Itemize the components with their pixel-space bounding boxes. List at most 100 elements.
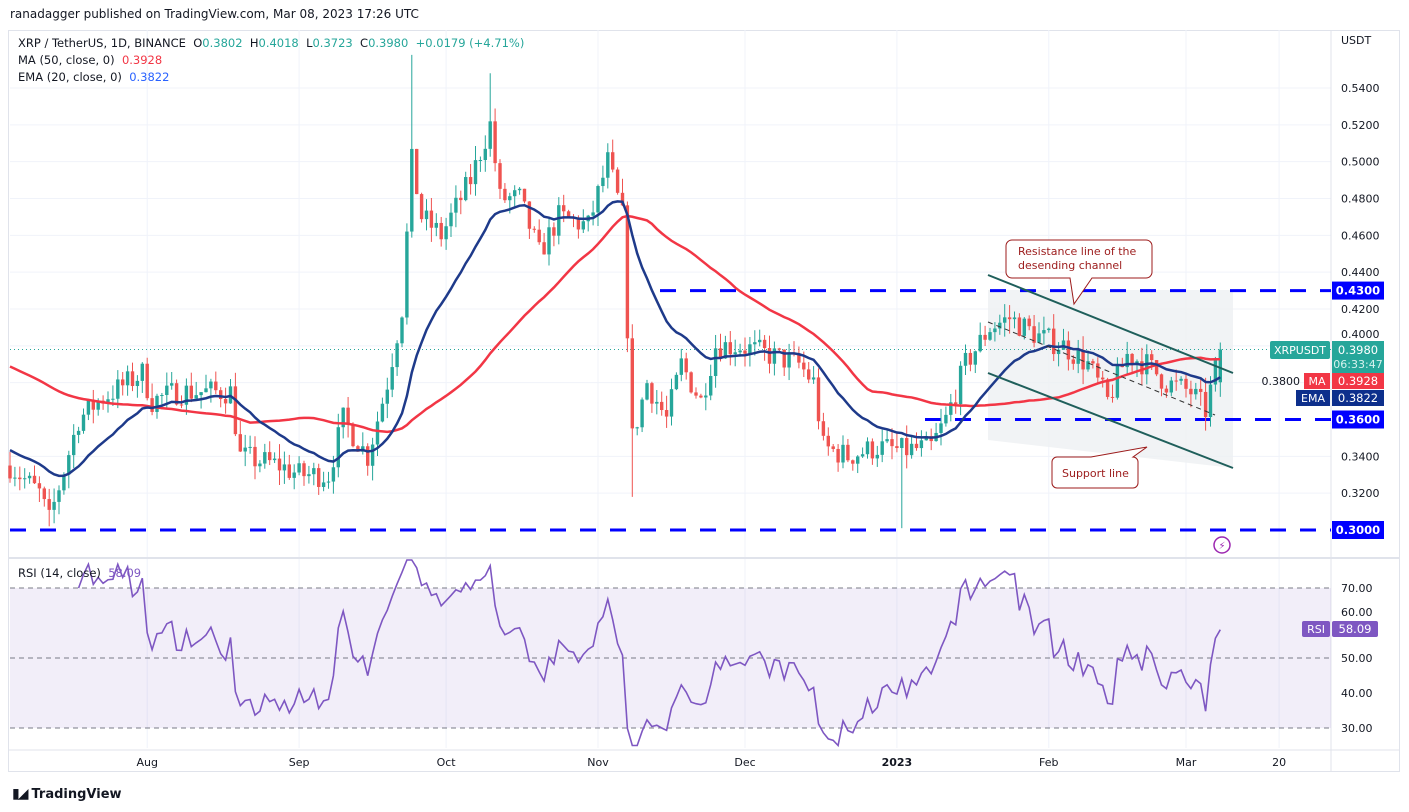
candle-body (1203, 391, 1208, 418)
candle-body (464, 177, 468, 201)
candle-body (184, 385, 189, 405)
level-price-label: 0.3000 (1336, 523, 1380, 537)
level-price-label: 0.4300 (1336, 284, 1380, 298)
publisher-caption: ranadagger published on TradingView.com,… (10, 7, 419, 21)
candle-body (669, 389, 674, 417)
candle-body (1012, 317, 1017, 320)
candle-body (723, 342, 728, 359)
candle-body (424, 210, 429, 220)
time-axis-tick: 2023 (882, 756, 913, 769)
candle-body (1125, 353, 1129, 368)
candle-body (282, 464, 287, 471)
candle-body (415, 148, 419, 195)
candle-body (973, 351, 977, 365)
candle-body (307, 474, 311, 477)
candle-body (390, 367, 394, 390)
candle-body (194, 395, 198, 399)
ema-legend[interactable]: EMA (20, close, 0) 0.3822 (18, 69, 524, 86)
candle-body (1213, 359, 1218, 385)
candle-body (37, 483, 42, 489)
candle-body (57, 490, 61, 502)
candle-body (1179, 378, 1183, 381)
candle-body (312, 468, 316, 475)
candle-body (493, 121, 497, 164)
candle-body (1066, 340, 1071, 360)
symbol-tag (1270, 341, 1330, 359)
candle-body (988, 332, 992, 340)
candle-body (674, 374, 679, 390)
candle-body (321, 482, 326, 487)
rsi-value-tag (1332, 621, 1378, 637)
tradingview-logo[interactable]: ▮◢ TradingView (12, 786, 122, 802)
candle-body (1022, 318, 1026, 336)
candle-body (704, 395, 708, 398)
close-value: 0.3980 (368, 36, 409, 50)
candle-body (1105, 379, 1110, 397)
candle-body (611, 152, 615, 170)
candle-body (366, 446, 370, 466)
candle-body (130, 371, 135, 387)
candle-body (826, 435, 830, 447)
candle-body (223, 399, 228, 404)
chart-frame (8, 30, 1400, 772)
candle-body (713, 348, 718, 376)
candle-body (81, 414, 86, 431)
candle-body (821, 421, 826, 436)
rsi-axis-tick: 40.00 (1341, 687, 1373, 700)
level-price-tag (1332, 281, 1384, 300)
candle-body (1017, 317, 1022, 336)
candle-body (23, 478, 27, 480)
candle-body (1140, 361, 1144, 375)
candle-body (209, 381, 213, 389)
candle-body (635, 427, 639, 429)
candle-body (880, 441, 884, 455)
price-axis-tick: 0.4800 (1341, 192, 1380, 205)
time-axis-tick: Dec (734, 756, 755, 769)
candle-body (459, 197, 463, 201)
candle-body (664, 410, 669, 417)
candle-body (1086, 361, 1090, 370)
candle-body (1189, 388, 1193, 395)
candle-body (86, 399, 91, 415)
candle-body (1194, 388, 1198, 395)
ma-tag-label: MA (1308, 375, 1325, 388)
candle-body (1169, 380, 1173, 393)
ema-price-label: 0.3822 (1338, 391, 1378, 405)
candle-body (18, 477, 22, 480)
candle-body (640, 399, 644, 428)
candle-body (121, 379, 125, 386)
candle-body (42, 488, 46, 500)
lightning-glyph: ⚡ (1218, 541, 1225, 552)
rsi-axis-tick: 50.00 (1341, 652, 1373, 665)
price-axis-tick: 0.4200 (1341, 303, 1380, 316)
support-callout-box (1051, 446, 1148, 489)
symbol-legend[interactable]: XRP / TetherUS, 1D, BINANCE O0.3802 H0.4… (18, 35, 524, 52)
ma-tag (1304, 373, 1330, 389)
time-axis-tick: Aug (136, 756, 157, 769)
candle-body (1042, 330, 1046, 334)
candle-body (248, 446, 252, 448)
candle-body (532, 228, 536, 230)
ma-legend[interactable]: MA (50, close, 0) 0.3928 (18, 52, 524, 69)
candle-body (831, 446, 835, 449)
candle-body (331, 467, 336, 482)
candle-body (302, 463, 306, 477)
candle-body (1003, 317, 1007, 323)
candle-body (106, 399, 110, 404)
candle-body (811, 377, 816, 380)
candle-body (856, 456, 860, 464)
candle-body (679, 358, 683, 375)
candle-body (591, 212, 595, 216)
candle-body (753, 342, 757, 345)
candle-body (527, 201, 532, 229)
candle-body (243, 447, 247, 452)
resistance-callout-text: desending channel (1018, 259, 1122, 272)
candle-body (150, 398, 154, 412)
candle-body (1007, 317, 1012, 320)
candle-body (836, 448, 840, 463)
candle-body (1218, 349, 1222, 383)
candle-body (797, 353, 801, 363)
candle-body (846, 444, 850, 461)
rsi-legend[interactable]: RSI (14, close) 58.09 (18, 566, 141, 580)
